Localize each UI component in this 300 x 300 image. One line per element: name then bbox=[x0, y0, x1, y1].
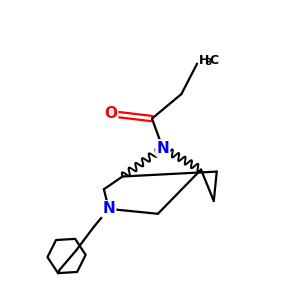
Text: N: N bbox=[102, 201, 115, 216]
Text: N: N bbox=[156, 140, 169, 155]
Text: 3: 3 bbox=[206, 58, 212, 67]
Text: H: H bbox=[199, 54, 209, 67]
Text: O: O bbox=[104, 106, 117, 121]
Text: C: C bbox=[210, 54, 219, 67]
